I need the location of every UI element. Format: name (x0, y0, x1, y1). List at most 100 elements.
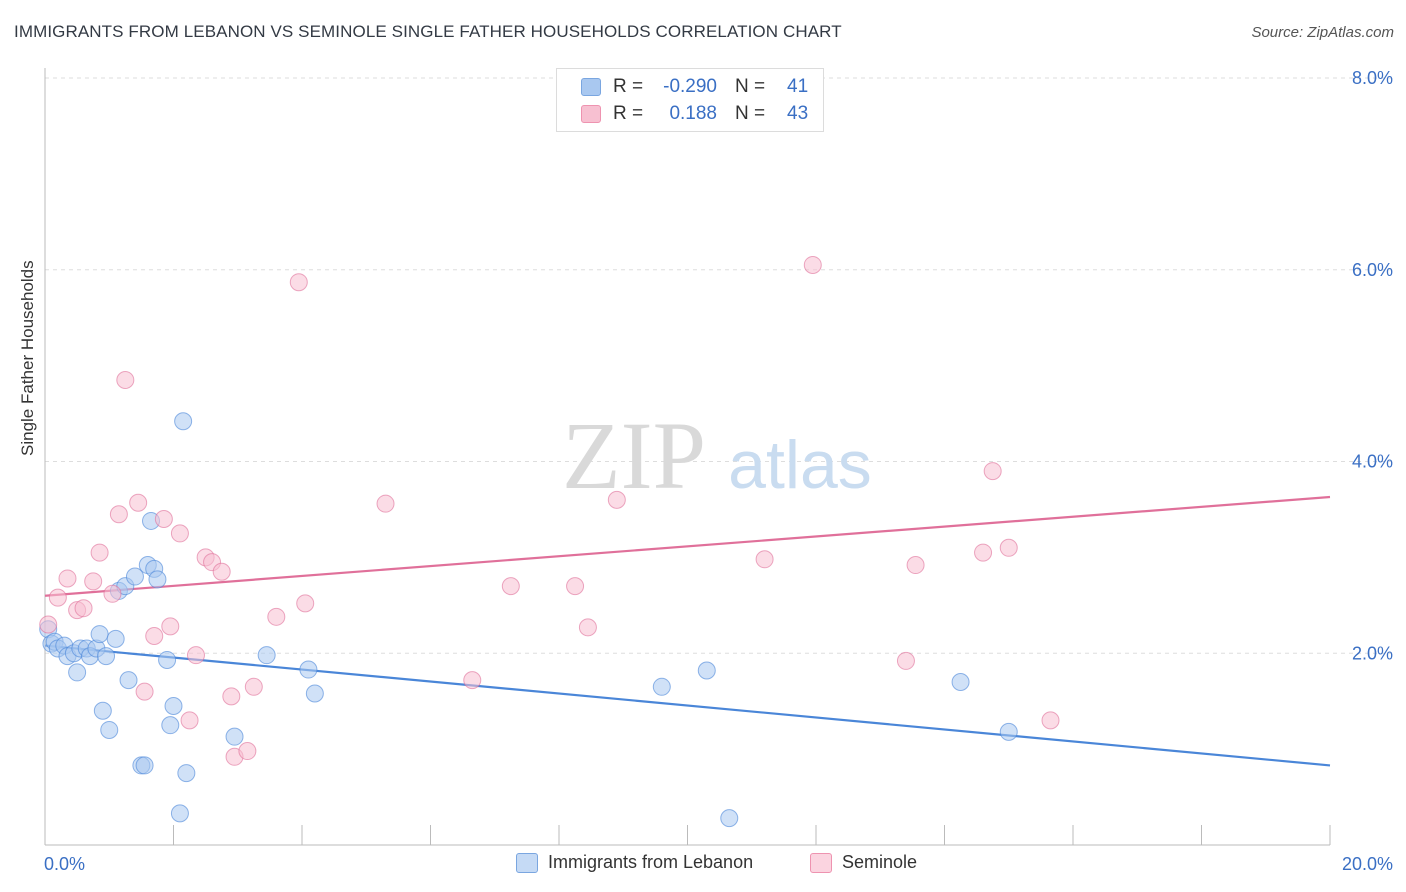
axes (44, 68, 1331, 846)
data-point (566, 577, 585, 596)
data-point (97, 647, 116, 666)
data-point (90, 625, 109, 644)
chart-title: IMMIGRANTS FROM LEBANON VS SEMINOLE SING… (14, 22, 842, 41)
legend-label-lebanon: Immigrants from Lebanon (548, 852, 754, 872)
data-point (180, 711, 199, 730)
legend-swatch-seminole (810, 852, 832, 873)
data-point (135, 682, 154, 701)
y-tick-label: 8.0% (1352, 68, 1393, 88)
data-point (106, 629, 125, 648)
watermark: ZIP atlas (562, 402, 872, 509)
data-point (212, 562, 231, 581)
data-point (90, 543, 109, 562)
watermark-zip: ZIP (562, 402, 706, 509)
data-point (720, 809, 739, 828)
trend-lines (44, 495, 1331, 767)
data-point (174, 412, 193, 431)
data-point (161, 617, 180, 636)
data-point (225, 727, 244, 746)
data-point (607, 490, 626, 509)
data-point (116, 371, 135, 390)
y-tick-labels: 2.0% 4.0% 6.0% 8.0% (1352, 68, 1393, 663)
data-point (39, 615, 58, 634)
data-point (74, 599, 93, 618)
data-point (109, 505, 128, 524)
data-point (161, 716, 180, 735)
legend-swatch-lebanon (581, 78, 601, 96)
legend-n-value: 41 (787, 76, 809, 97)
legend-n-label: N = (735, 76, 766, 97)
data-point (145, 626, 164, 645)
data-point (125, 567, 144, 586)
data-point (164, 696, 183, 715)
data-point (501, 577, 520, 596)
data-point (148, 570, 167, 589)
x-tick-label: 20.0% (1342, 854, 1393, 874)
data-point (697, 661, 716, 680)
data-point (299, 660, 318, 679)
data-point (129, 493, 148, 512)
watermark-atlas: atlas (728, 427, 872, 503)
data-point (289, 273, 308, 292)
trend-line (44, 495, 1331, 597)
data-point (1041, 711, 1060, 730)
data-point (463, 671, 482, 690)
data-point (103, 584, 122, 603)
legend-label-seminole: Seminole (842, 852, 918, 872)
data-point (803, 255, 822, 274)
data-point (135, 756, 154, 775)
legend-r-label: R = (613, 103, 644, 124)
data-point (896, 651, 915, 670)
legend-item-lebanon[interactable]: Immigrants from Lebanon (516, 852, 753, 873)
data-point (222, 687, 241, 706)
legend-swatch-lebanon (516, 852, 538, 873)
y-tick-label: 6.0% (1352, 260, 1393, 280)
legend-r-label: R = (613, 76, 644, 97)
data-point (170, 524, 189, 543)
data-points (39, 255, 1060, 828)
legend-r-value: -0.290 (663, 76, 717, 97)
data-point (154, 510, 173, 529)
y-tick-label: 2.0% (1352, 643, 1393, 663)
legend-swatch-seminole (581, 105, 601, 123)
legend-row-seminole: R = 0.188 N = 43 (581, 102, 808, 126)
data-point (244, 677, 263, 696)
data-point (305, 684, 324, 703)
data-point (376, 494, 395, 513)
data-point (170, 804, 189, 823)
data-point (755, 550, 774, 569)
data-point (296, 594, 315, 613)
data-point (999, 722, 1018, 741)
data-point (177, 764, 196, 783)
data-point (267, 607, 286, 626)
data-point (119, 671, 138, 690)
data-point (84, 572, 103, 591)
x-tick-labels: 0.0% 20.0% (44, 854, 1393, 874)
data-point (999, 538, 1018, 557)
legend-item-seminole[interactable]: Seminole (810, 852, 917, 873)
data-point (186, 646, 205, 665)
legend-r-value: 0.188 (669, 103, 717, 124)
data-point (238, 742, 257, 761)
data-point (58, 569, 77, 588)
x-tick-label: 0.0% (44, 854, 85, 874)
correlation-legend: R = -0.290 N = 41 R = 0.188 N = 43 (556, 68, 824, 132)
data-point (652, 677, 671, 696)
data-point (93, 701, 112, 720)
series-legend: Immigrants from Lebanon Seminole (0, 852, 1406, 878)
legend-n-value: 43 (787, 103, 809, 124)
data-point (983, 462, 1002, 481)
data-point (578, 618, 597, 637)
data-point (906, 556, 925, 575)
legend-n-label: N = (735, 103, 766, 124)
source-label: Source: ZipAtlas.com (1251, 24, 1394, 41)
data-point (48, 588, 67, 607)
y-axis-label: Single Father Households (18, 260, 37, 456)
y-tick-label: 4.0% (1352, 452, 1393, 472)
data-point (974, 543, 993, 562)
grid-lines (45, 77, 1392, 654)
trend-line (44, 644, 1331, 767)
data-point (68, 663, 87, 682)
data-point (951, 673, 970, 692)
